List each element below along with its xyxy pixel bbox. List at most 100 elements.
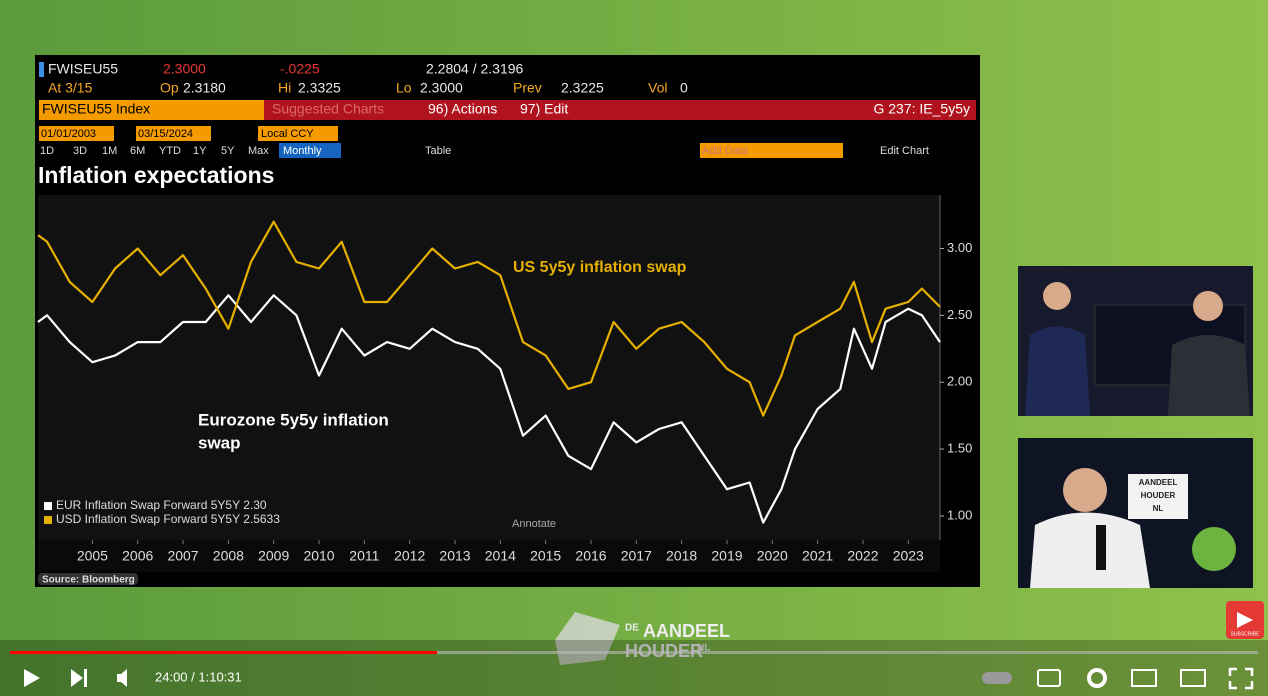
theater-button[interactable] — [1180, 669, 1206, 687]
plot-area — [38, 195, 940, 540]
period-button[interactable]: 3D — [73, 145, 87, 157]
y-tick-label: 2.50 — [947, 307, 972, 322]
edit[interactable]: 97) Edit — [520, 101, 568, 117]
legend-swatch — [44, 516, 52, 524]
controls-shade — [0, 640, 1268, 696]
logo-text: DE — [625, 623, 639, 634]
progress-track[interactable] — [10, 651, 1258, 654]
suggested-charts[interactable]: Suggested Charts — [272, 101, 384, 117]
person — [1025, 326, 1090, 416]
x-tick-label: 2009 — [258, 548, 289, 564]
ticker: FWISEU55 — [48, 61, 118, 77]
x-tick-label: 2011 — [349, 548, 379, 564]
index: FWISEU55 Index — [42, 101, 150, 117]
annotate[interactable]: Annotate — [512, 518, 556, 530]
add-data[interactable]: Add Data — [702, 145, 749, 157]
time: 24:00 / 1:10:31 — [155, 669, 242, 684]
miniplayer-button[interactable] — [1131, 669, 1157, 687]
x-tick-label: 2012 — [394, 548, 425, 564]
range: 2.2804 / 2.3196 — [426, 61, 524, 77]
lo-label: Lo — [396, 80, 412, 96]
y-tick-label: 1.50 — [947, 441, 972, 456]
currency-box[interactable] — [258, 126, 338, 141]
source: Source: Bloomberg — [42, 575, 135, 586]
x-tick-label: 2005 — [77, 548, 108, 564]
period-button[interactable]: 1M — [102, 145, 117, 157]
subscribe-icon[interactable] — [1237, 612, 1253, 628]
add-data-box[interactable] — [700, 143, 843, 158]
logo-text: HOUDER — [625, 641, 703, 661]
source-box — [38, 573, 138, 585]
period-button[interactable]: 5Y — [221, 145, 235, 157]
period-button[interactable]: Max — [248, 145, 269, 157]
captions-button[interactable] — [1037, 669, 1061, 687]
index-bar — [39, 100, 264, 120]
prev: 2.3225 — [561, 80, 604, 96]
volume-button[interactable] — [117, 669, 127, 687]
annotation-us: US 5y5y inflation swap — [513, 259, 687, 276]
legend-label: USD Inflation Swap Forward 5Y5Y 2.5633 — [56, 512, 280, 526]
y-tick-label: 1.00 — [947, 507, 972, 522]
period-button[interactable]: YTD — [159, 145, 181, 157]
x-tick-label: 2022 — [847, 548, 878, 564]
logo-text: NL — [697, 643, 710, 654]
x-tick-label: 2017 — [621, 548, 652, 564]
marker — [39, 62, 44, 77]
edit-chart[interactable]: Edit Chart — [880, 145, 929, 157]
period-button[interactable]: 6M — [130, 145, 145, 157]
fullscreen-button[interactable] — [1228, 667, 1254, 690]
menu-bar — [264, 100, 976, 120]
legend-label: EUR Inflation Swap Forward 5Y5Y 2.30 — [56, 498, 267, 512]
sign — [1128, 474, 1188, 519]
sign-text: HOUDER — [1141, 491, 1176, 500]
settings-button[interactable] — [1087, 668, 1107, 688]
y-tick-label: 3.00 — [947, 240, 972, 255]
play-button[interactable] — [24, 669, 40, 687]
frequency-box[interactable] — [279, 143, 341, 158]
series-line — [37, 220, 941, 417]
x-tick-label: 2023 — [893, 548, 924, 564]
x-tick-label: 2020 — [757, 548, 788, 564]
table[interactable]: Table — [425, 145, 451, 157]
at: At 3/15 — [48, 80, 93, 96]
chart-title: Inflation expectations — [38, 162, 274, 188]
series-line — [37, 294, 941, 524]
y-tick-label: 2.00 — [947, 374, 972, 389]
sign-text: AANDEEL — [1139, 478, 1178, 487]
progress-played[interactable] — [10, 651, 437, 654]
person — [1043, 282, 1071, 310]
vol: 0 — [680, 80, 688, 96]
chart: 1.00 1.50 2.00 2.50 3.00 2005 2006 2007 2008 2009… — [37, 195, 972, 564]
frequency[interactable]: Monthly — [283, 145, 322, 157]
lo: 2.3000 — [420, 80, 463, 96]
x-tick-label: 2007 — [167, 548, 198, 564]
person — [1063, 468, 1107, 512]
next-button[interactable] — [71, 669, 87, 687]
autoplay-toggle[interactable] — [982, 672, 1012, 684]
op: 2.3180 — [183, 80, 226, 96]
chart-id: G 237: IE_5y5y — [873, 101, 970, 117]
subscribe[interactable]: SUBSCRIBE — [1231, 631, 1261, 637]
x-tick-label: 2013 — [439, 548, 470, 564]
end-date-box[interactable] — [136, 126, 211, 141]
annotation-eur: swap — [198, 433, 241, 452]
end-date[interactable]: 03/15/2024 — [138, 128, 193, 140]
person — [1168, 335, 1250, 416]
start-date-box[interactable] — [39, 126, 114, 141]
period-button[interactable]: 1D — [40, 145, 54, 157]
start-date[interactable]: 01/01/2003 — [41, 128, 96, 140]
x-tick-label: 2006 — [122, 548, 153, 564]
x-axis-band — [38, 540, 940, 572]
sign-text: NL — [1153, 504, 1164, 513]
legend-swatch — [44, 502, 52, 510]
x-tick-label: 2014 — [485, 548, 516, 564]
hi: 2.3325 — [298, 80, 341, 96]
actions[interactable]: 96) Actions — [428, 101, 497, 117]
period-buttons: 1D 3D 1M 6M YTD 1Y 5Y Max — [40, 145, 269, 157]
currency[interactable]: Local CCY — [261, 128, 314, 140]
prev-label: Prev — [513, 80, 542, 96]
microphone — [1096, 525, 1106, 570]
period-button[interactable]: 1Y — [193, 145, 207, 157]
vol-label: Vol — [648, 80, 667, 96]
